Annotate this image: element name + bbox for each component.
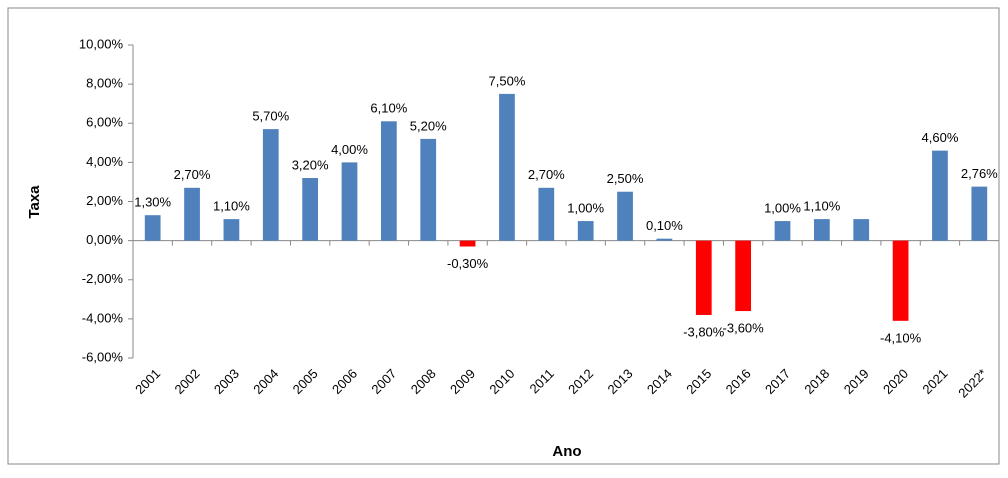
value-label: 2,50% xyxy=(607,171,644,186)
y-tick-label: -6,00% xyxy=(82,349,124,364)
bar xyxy=(499,93,515,241)
bar xyxy=(932,150,948,241)
bar xyxy=(262,129,279,241)
value-label: 5,20% xyxy=(410,118,447,133)
y-axis-title: Taxa xyxy=(26,185,43,219)
bar xyxy=(617,191,633,241)
bar xyxy=(892,240,909,321)
value-label: -3,80% xyxy=(683,324,725,339)
y-tick-label: 0,00% xyxy=(86,232,123,247)
value-label: 1,00% xyxy=(764,201,801,216)
x-axis-title: Ano xyxy=(552,443,581,460)
y-tick-label: 8,00% xyxy=(86,76,123,91)
value-label: 4,60% xyxy=(922,130,959,145)
y-tick-label: 10,00% xyxy=(79,36,124,51)
value-label: 7,50% xyxy=(489,73,526,88)
y-tick-label: 6,00% xyxy=(86,115,123,130)
bar xyxy=(656,238,673,241)
bar xyxy=(971,186,988,241)
value-label: -4,10% xyxy=(880,330,922,345)
value-label: 1,10% xyxy=(213,199,250,214)
bar xyxy=(420,138,437,241)
bar xyxy=(302,178,319,241)
value-label: 1,00% xyxy=(567,201,604,216)
bar xyxy=(577,221,594,241)
bar xyxy=(144,215,161,241)
value-label: 6,10% xyxy=(370,101,407,116)
bar xyxy=(813,219,830,241)
bar xyxy=(223,219,240,241)
y-tick-label: 4,00% xyxy=(86,154,123,169)
value-label: 0,10% xyxy=(646,218,683,233)
bar xyxy=(538,187,555,241)
bar xyxy=(341,162,358,241)
bar xyxy=(853,219,870,241)
value-label: 1,30% xyxy=(134,195,171,210)
bar xyxy=(695,240,712,315)
bar xyxy=(184,187,200,241)
bar xyxy=(774,221,791,241)
y-tick-label: -4,00% xyxy=(82,310,124,325)
y-tick-label: 2,00% xyxy=(86,193,123,208)
value-label: 3,20% xyxy=(292,157,329,172)
y-tick-label: -2,00% xyxy=(82,271,124,286)
value-label: 1,10% xyxy=(803,199,840,214)
value-label: 5,70% xyxy=(252,109,289,124)
value-label: -3,60% xyxy=(723,320,765,335)
value-label: 2,70% xyxy=(174,167,211,182)
bar xyxy=(380,121,397,241)
value-label: 2,76% xyxy=(961,166,998,181)
value-label: 2,70% xyxy=(528,167,565,182)
value-label: 4,00% xyxy=(331,142,368,157)
bar xyxy=(459,240,476,247)
value-label: -0,30% xyxy=(447,256,489,271)
bar xyxy=(735,240,752,312)
